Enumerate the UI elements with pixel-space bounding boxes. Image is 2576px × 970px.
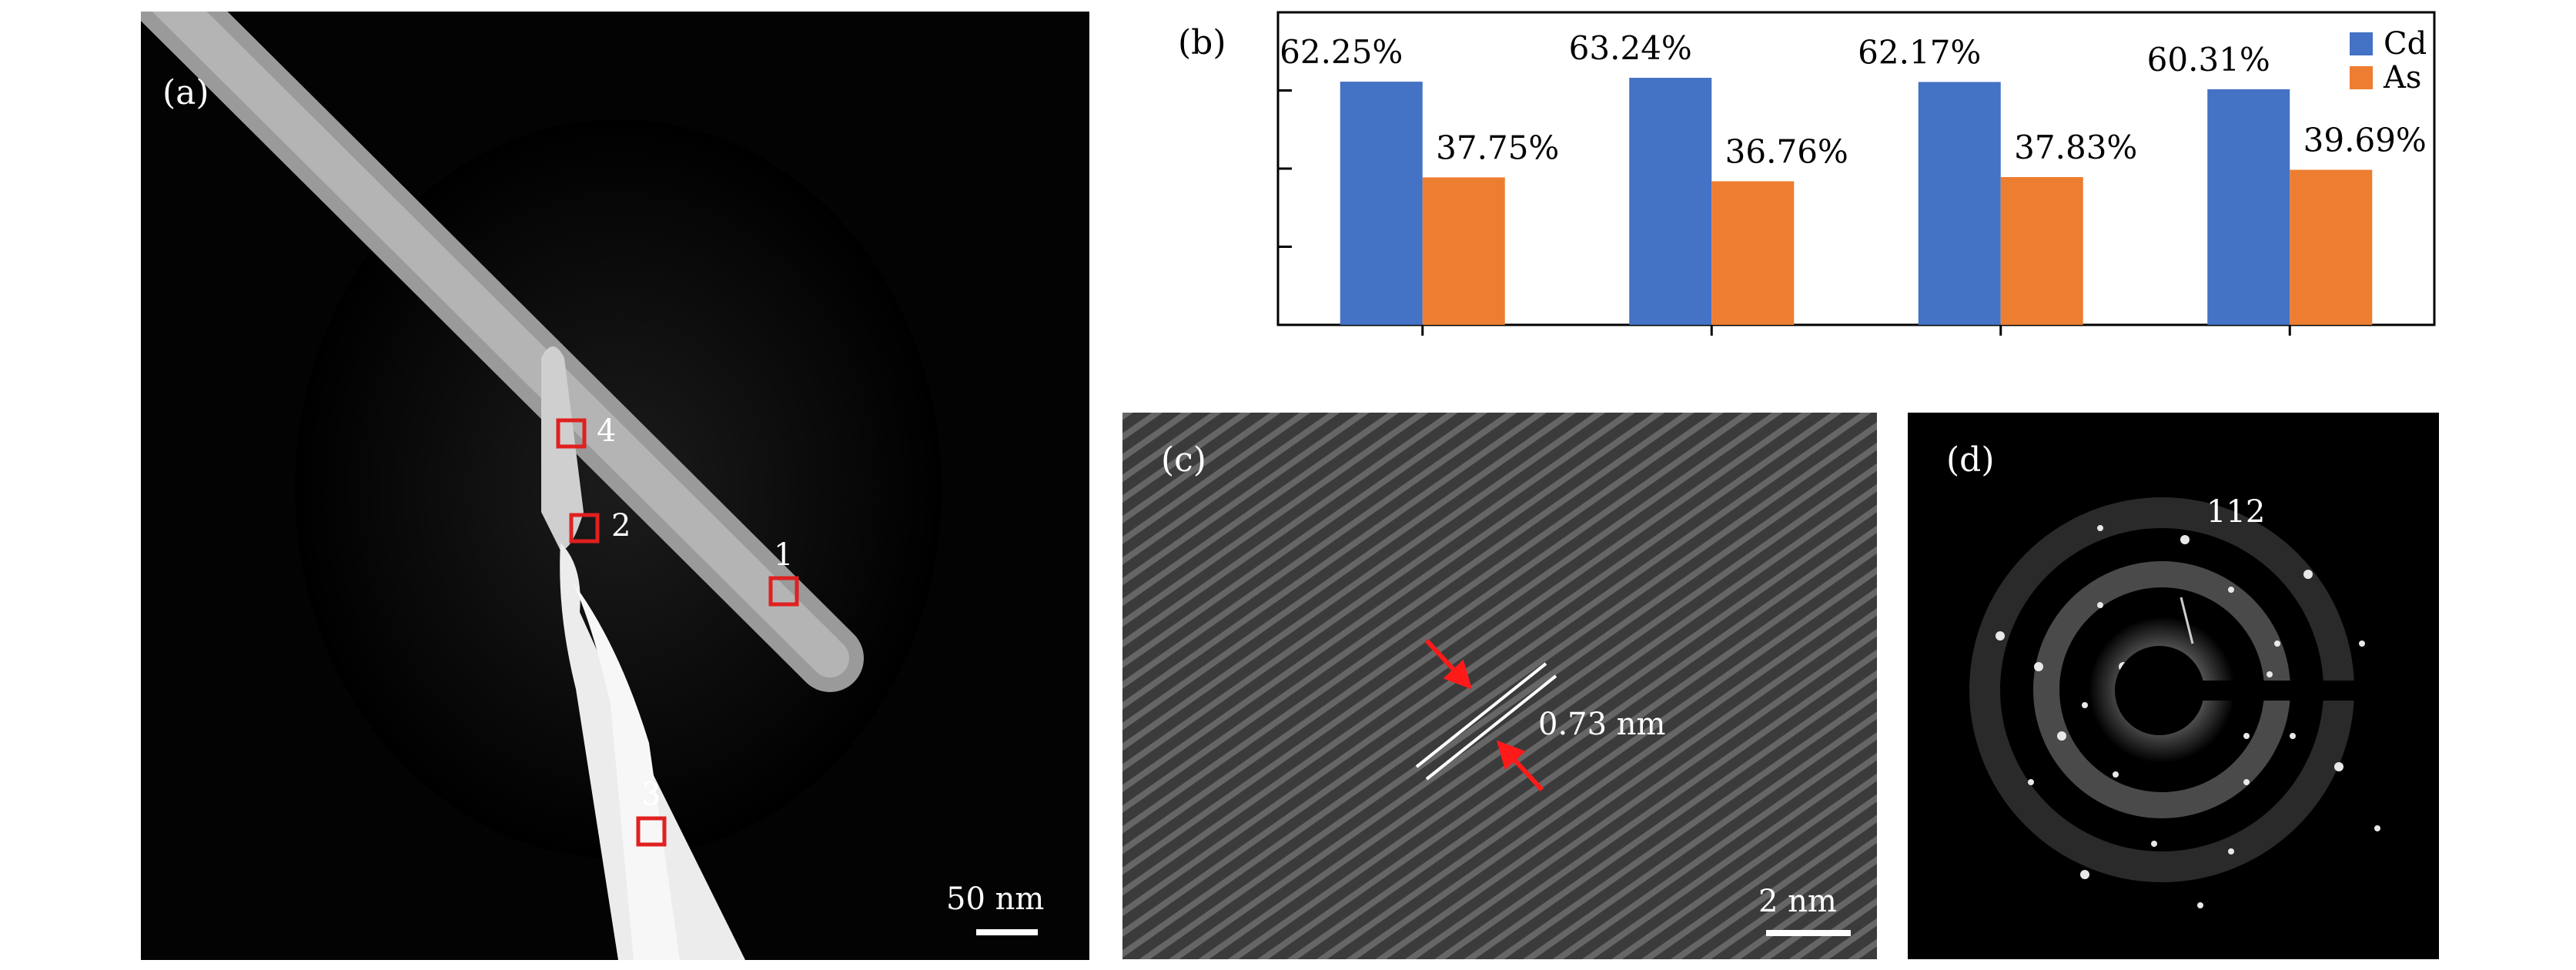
diffraction-spot — [2303, 570, 2313, 579]
diffraction-spot — [2290, 733, 2296, 739]
panel-b-chart: (b) 162.25%37.75%263.24%36.76%362.17%37.… — [1170, 0, 2448, 339]
diffraction-spot — [2097, 602, 2103, 608]
panel-c-label: (c) — [1161, 440, 1206, 480]
bar-cd — [1629, 78, 1712, 325]
data-label-as: 39.69% — [2303, 122, 2427, 159]
diffraction-spot — [1996, 631, 2005, 641]
bar-as — [2290, 169, 2373, 325]
panel-d-label: (d) — [1946, 440, 1995, 480]
data-label-cd: 62.17% — [1858, 33, 1981, 71]
region-box-2 — [569, 513, 600, 544]
diffraction-spot — [2228, 848, 2234, 855]
region-label-4: 4 — [597, 413, 617, 449]
arrow-upper — [1424, 638, 1473, 690]
legend-label-as: As — [2383, 60, 2421, 95]
bar-as — [2000, 177, 2083, 325]
spacing-label: 0.73 nm — [1538, 707, 1666, 742]
data-label-cd: 60.31% — [2147, 41, 2270, 79]
diffraction-spot — [2034, 662, 2043, 671]
panel-a-label: (a) — [162, 73, 209, 112]
beam-stop — [2115, 646, 2204, 735]
diffraction-spot — [2197, 902, 2203, 908]
diffraction-spot — [2080, 870, 2089, 879]
vertical-nanowire-bottom — [560, 543, 745, 960]
diffraction-spots — [1996, 525, 2380, 908]
diffraction-spot — [2334, 762, 2343, 771]
diffraction-spot — [2374, 825, 2380, 831]
panel-b-label: (b) — [1178, 23, 1226, 62]
region-box-1 — [768, 576, 799, 607]
diffraction-spot — [2097, 525, 2103, 531]
ring-index-label: 112 — [2206, 494, 2266, 530]
panel-a-scale-bar — [976, 929, 1038, 935]
region-label-1: 1 — [774, 537, 794, 573]
legend-label-cd: Cd — [2384, 26, 2427, 62]
diffraction-spot — [2151, 841, 2157, 847]
fringe-line-2 — [1425, 674, 1557, 781]
panel-d-saed: (d) 112 — [1908, 413, 2439, 959]
region-box-4 — [556, 418, 587, 449]
bar-cd — [2207, 89, 2290, 325]
panel-a-micrograph: (a) 4 2 1 3 50 nm — [141, 12, 1089, 960]
panel-a-scale-text: 50 nm — [946, 881, 1045, 917]
diffraction-pattern — [1908, 413, 2439, 959]
panel-c-scale-text: 2 nm — [1758, 884, 1837, 919]
legend-swatch-as — [2350, 66, 2373, 89]
data-label-as: 36.76% — [1725, 132, 1848, 170]
bar-as — [1422, 177, 1505, 325]
diffraction-spot — [2028, 779, 2034, 785]
legend-swatch-cd — [2350, 32, 2373, 55]
beam-stop-arm — [2170, 681, 2439, 701]
panel-c-hrtem: (c) 0.73 nm 2 nm — [1122, 413, 1877, 959]
region-label-2: 2 — [611, 508, 631, 544]
region-box-3 — [636, 816, 667, 847]
diffraction-spot — [2359, 641, 2365, 647]
data-label-as: 37.83% — [2014, 129, 2137, 166]
fringe-line-1 — [1415, 662, 1547, 768]
diffraction-spot — [2180, 535, 2190, 544]
composition-bar-chart: 162.25%37.75%263.24%36.76%362.17%37.83%4… — [1276, 11, 2436, 336]
diffraction-spot — [2243, 733, 2250, 739]
diffraction-spot — [2274, 641, 2280, 647]
diffraction-spot — [2113, 771, 2119, 778]
diffraction-spot — [2057, 731, 2066, 741]
diffraction-spot — [2228, 587, 2234, 593]
diffraction-spot — [2267, 671, 2273, 677]
arrow-lower — [1496, 740, 1544, 792]
data-label-cd: 63.24% — [1569, 29, 1692, 67]
region-label-3: 3 — [641, 777, 661, 812]
diffraction-spot — [2082, 702, 2088, 708]
data-label-as: 37.75% — [1436, 129, 1559, 166]
panel-c-scale-bar — [1766, 930, 1851, 936]
nanowire-image — [141, 12, 1089, 960]
diffraction-spot — [2243, 779, 2250, 785]
bar-as — [1711, 181, 1795, 325]
bar-cd — [1918, 82, 2001, 326]
lattice-fringe-image — [1122, 413, 1877, 959]
data-label-cd: 62.25% — [1280, 33, 1403, 71]
bar-cd — [1340, 82, 1423, 326]
